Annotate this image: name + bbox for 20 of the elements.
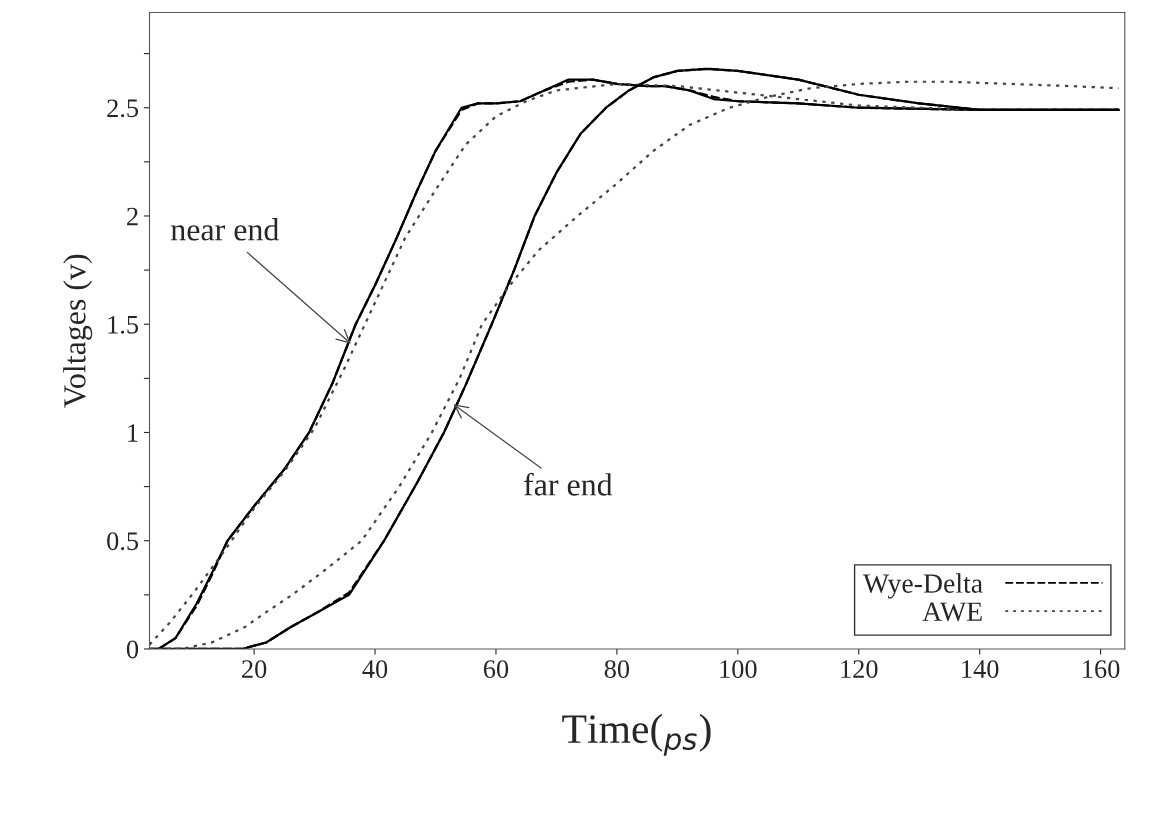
- x-tick-label: 100: [720, 660, 757, 678]
- y-tick-label: 1: [128, 424, 138, 442]
- y-tick-label: 2: [127, 207, 138, 226]
- annotation: near end: [171, 218, 279, 241]
- legend-label: Wye-Delta: [862, 573, 983, 599]
- x-tick-label: 160: [1083, 660, 1120, 678]
- x-tick-label: 40: [362, 660, 388, 678]
- y-tick-label: 0: [126, 640, 139, 659]
- x-tick-label: 120: [841, 660, 878, 678]
- y-tick-label: 1.5: [108, 315, 139, 334]
- x-axis-title: Time($_{ps}$): [562, 713, 711, 756]
- x-tick-label: 60: [483, 660, 509, 678]
- x-tick-label: 20: [242, 660, 267, 678]
- y-axis-title: Voltages (v): [63, 254, 93, 408]
- legend-label: AWE: [922, 602, 982, 622]
- x-tick-label: 140: [962, 660, 999, 678]
- y-tick-label: 0.5: [107, 532, 139, 551]
- y-tick-label: 2.5: [107, 99, 139, 118]
- x-tick-label: 80: [604, 660, 630, 678]
- annotation: far end: [524, 472, 613, 496]
